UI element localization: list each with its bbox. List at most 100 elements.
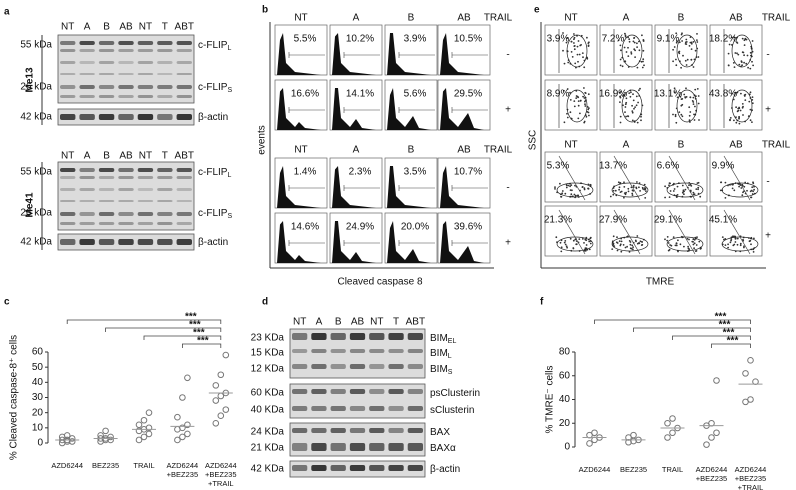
event-dot bbox=[589, 183, 592, 186]
event-dot bbox=[572, 247, 575, 249]
data-point bbox=[179, 424, 186, 432]
blot-band bbox=[369, 465, 385, 471]
percent-label: 13.7% bbox=[599, 161, 627, 172]
event-dot bbox=[634, 56, 636, 58]
event-dot bbox=[752, 190, 754, 193]
event-dot bbox=[643, 188, 646, 191]
event-dot bbox=[731, 183, 734, 186]
event-dot bbox=[723, 238, 725, 241]
marker-label: 26 kDa bbox=[20, 208, 52, 219]
event-dot bbox=[619, 96, 622, 99]
marker-label: 26 kDa bbox=[20, 82, 52, 93]
blot-band bbox=[137, 41, 154, 45]
column-label: A bbox=[623, 13, 630, 24]
blot-band bbox=[157, 176, 173, 179]
event-dot bbox=[629, 243, 632, 246]
event-dot bbox=[688, 184, 690, 187]
event-dot bbox=[641, 34, 643, 37]
blot-band bbox=[118, 168, 134, 172]
y-tick-label: 40 bbox=[32, 377, 44, 388]
blot-band bbox=[60, 212, 76, 216]
marker-label: 55 kDa bbox=[20, 40, 52, 51]
event-dot bbox=[563, 89, 565, 92]
event-dot bbox=[583, 87, 585, 89]
histogram bbox=[332, 166, 376, 208]
significance-label: *** bbox=[727, 336, 739, 347]
event-dot bbox=[569, 99, 572, 101]
blot-band bbox=[157, 168, 173, 172]
event-dot bbox=[618, 91, 621, 94]
significance-label: *** bbox=[189, 320, 201, 331]
event-dot bbox=[668, 184, 670, 187]
event-dot bbox=[577, 40, 580, 42]
event-dot bbox=[563, 121, 566, 124]
event-dot bbox=[625, 97, 628, 100]
event-dot bbox=[673, 87, 676, 90]
significance-bracket bbox=[182, 343, 222, 348]
blot-band bbox=[369, 349, 385, 353]
data-point bbox=[174, 413, 181, 421]
column-label: B bbox=[678, 13, 685, 24]
band-name: c-FLIP bbox=[198, 82, 228, 93]
blot-band bbox=[157, 239, 173, 245]
event-dot bbox=[586, 57, 589, 60]
event-dot bbox=[583, 250, 586, 252]
marker-label: 55 kDa bbox=[20, 167, 52, 178]
histogram bbox=[387, 221, 431, 263]
event-dot bbox=[744, 99, 747, 101]
x-tick-label: AZD6244 +BEZ235 bbox=[166, 461, 199, 479]
x-tick-label: TRAIL bbox=[661, 465, 684, 474]
event-dot bbox=[692, 241, 694, 243]
data-point bbox=[664, 419, 671, 427]
event-dot bbox=[738, 107, 741, 110]
event-dot bbox=[676, 194, 679, 196]
event-dot bbox=[693, 119, 696, 121]
column-label: B bbox=[678, 140, 685, 151]
plot-frame bbox=[544, 79, 598, 131]
event-dot bbox=[724, 181, 727, 184]
event-dot bbox=[624, 35, 627, 38]
event-dot bbox=[734, 241, 737, 243]
blot-band bbox=[311, 465, 327, 471]
blot-band bbox=[157, 85, 173, 89]
y-axis-label: events bbox=[257, 125, 268, 154]
x-tick-label: AZD6244 bbox=[51, 461, 84, 470]
event-dot bbox=[677, 239, 679, 242]
plot-frame bbox=[709, 24, 763, 76]
event-dot bbox=[719, 189, 722, 192]
blot-band bbox=[79, 85, 95, 89]
event-dot bbox=[733, 36, 736, 39]
density bbox=[566, 34, 588, 68]
event-dot bbox=[585, 244, 588, 246]
sign-label: - bbox=[506, 183, 509, 194]
panel-letter: b bbox=[262, 5, 268, 16]
event-dot bbox=[573, 193, 576, 196]
event-dot bbox=[742, 105, 744, 108]
event-dot bbox=[669, 182, 671, 185]
event-dot bbox=[727, 52, 730, 55]
lane-label: T bbox=[393, 317, 399, 328]
panel-letter: f bbox=[540, 297, 544, 308]
data-point bbox=[212, 419, 220, 427]
event-dot bbox=[618, 186, 621, 189]
band-name: sClusterin bbox=[430, 405, 474, 416]
event-dot bbox=[576, 53, 579, 56]
event-dot bbox=[737, 183, 740, 185]
blot-band bbox=[407, 465, 423, 471]
event-dot bbox=[690, 185, 693, 187]
event-dot bbox=[635, 104, 638, 107]
event-dot bbox=[581, 186, 584, 188]
column-label: NT bbox=[564, 140, 577, 151]
gate bbox=[558, 155, 586, 201]
band-subscript: S bbox=[227, 87, 232, 94]
panel-letter: d bbox=[262, 297, 268, 308]
event-dot bbox=[681, 115, 684, 118]
event-dot bbox=[583, 187, 586, 190]
percent-label: 1.4% bbox=[294, 167, 317, 178]
histogram bbox=[277, 221, 321, 263]
data-point bbox=[703, 441, 710, 448]
event-dot bbox=[619, 44, 622, 47]
blot-band bbox=[176, 85, 192, 89]
sign-label: + bbox=[765, 231, 771, 242]
blot-band bbox=[60, 85, 76, 89]
